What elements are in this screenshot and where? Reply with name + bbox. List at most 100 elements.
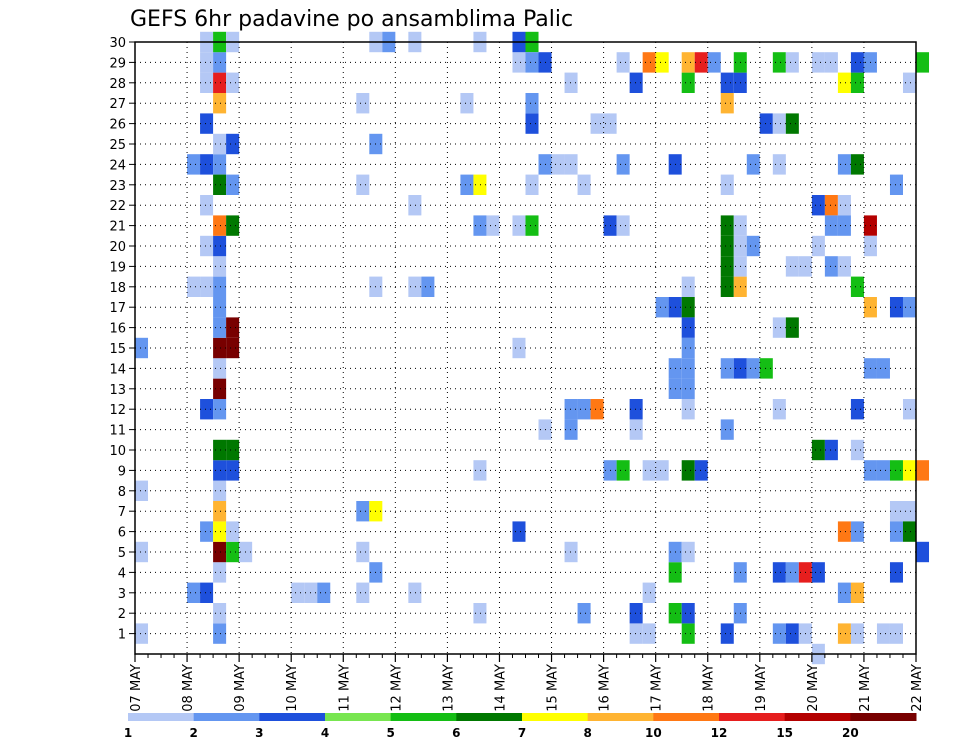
heatmap-cell <box>226 460 240 481</box>
heatmap-cell <box>902 501 916 522</box>
heatmap-cell <box>200 113 214 134</box>
heatmap-cell <box>213 623 227 644</box>
heatmap-cell <box>473 603 487 624</box>
heatmap-cell <box>759 358 773 379</box>
heatmap-cell <box>720 174 734 195</box>
x-tick-label: 16 MAY <box>598 664 613 712</box>
y-tick-label: 2 <box>118 607 126 622</box>
color-legend: 1 2 3 4 5 6 7 8 10 12 15 20 <box>124 713 917 740</box>
heatmap-cell <box>616 52 630 73</box>
heatmap-cell <box>525 113 539 134</box>
heatmap-cell <box>772 113 786 134</box>
x-tick-label: 10 MAY <box>285 664 300 712</box>
heatmap-cell <box>837 582 851 603</box>
heatmap-cell <box>577 603 591 624</box>
heatmap-cell <box>421 276 435 297</box>
heatmap-cell <box>850 623 864 644</box>
heatmap-cell <box>837 195 851 216</box>
heatmap-cell <box>473 174 487 195</box>
heatmap-cell <box>629 419 643 440</box>
heatmap-cell <box>811 562 825 583</box>
y-tick-label: 16 <box>109 322 126 337</box>
x-tick-label: 15 MAY <box>546 664 561 712</box>
y-tick-label: 28 <box>109 77 126 92</box>
heatmap-cell <box>720 358 734 379</box>
heatmap-cell <box>200 521 214 542</box>
heatmap-cell <box>824 439 838 461</box>
y-tick-label: 7 <box>118 505 126 520</box>
y-tick-label: 19 <box>109 260 126 275</box>
heatmap-cell <box>356 541 370 563</box>
heatmap-cell <box>213 235 227 257</box>
heatmap-cell <box>811 439 825 461</box>
y-tick-label: 8 <box>118 485 126 500</box>
heatmap-cell <box>759 113 773 134</box>
heatmap-cell <box>525 215 539 236</box>
x-tick-label: 08 MAY <box>181 664 196 712</box>
y-tick-label: 3 <box>118 587 126 602</box>
heatmap-cell <box>213 541 227 563</box>
heatmap-cell <box>694 52 708 73</box>
heatmap-cell <box>889 521 903 542</box>
heatmap-cell <box>135 337 149 359</box>
y-tick-label: 4 <box>118 566 126 581</box>
legend-label: 12 <box>711 726 728 740</box>
y-tick-label: 6 <box>118 526 126 541</box>
heatmap-cell <box>720 623 734 644</box>
heatmap-cell <box>850 276 864 297</box>
heatmap-cell <box>187 582 201 603</box>
heatmap-cell <box>135 541 149 563</box>
heatmap-cell <box>525 93 539 114</box>
heatmap-cell <box>824 215 838 236</box>
heatmap-cell <box>564 72 578 93</box>
legend-swatch <box>653 713 720 721</box>
heatmap-cell <box>785 256 799 277</box>
x-tick-label: 20 MAY <box>806 664 821 712</box>
heatmap-cell <box>889 623 903 644</box>
heatmap-cell <box>850 399 864 420</box>
heatmap-cell <box>889 460 903 481</box>
heatmap-cell <box>213 358 227 379</box>
heatmap-cell <box>525 174 539 195</box>
heatmap-cell <box>577 174 591 195</box>
y-tick-label: 24 <box>109 158 126 173</box>
x-tick-label: 07 MAY <box>129 664 144 712</box>
heatmap-cell <box>824 256 838 277</box>
heatmap-cell <box>824 52 838 73</box>
heatmap-cell <box>837 215 851 236</box>
heatmap-cell <box>850 521 864 542</box>
legend-swatch <box>193 713 260 721</box>
legend-swatch <box>522 713 589 721</box>
heatmap-cell <box>200 52 214 73</box>
heatmap-cell <box>772 317 786 338</box>
heatmap-cell <box>876 623 890 644</box>
y-tick-label: 9 <box>118 464 126 479</box>
heatmap-cell <box>226 72 240 93</box>
heatmap-cell <box>889 501 903 522</box>
legend-swatch <box>587 713 654 721</box>
heatmap-cell <box>473 215 487 236</box>
x-axis: 07 MAY 08 MAY 09 MAY 10 MAY 11 MAY 12 MAY 13 M… <box>129 654 925 712</box>
heatmap-cell <box>135 623 149 644</box>
heatmap-cell <box>473 460 487 481</box>
heatmap-cell <box>785 317 799 338</box>
heatmap-cell <box>213 133 227 155</box>
heatmap-cell <box>512 52 526 73</box>
legend-label: 10 <box>645 726 662 740</box>
heatmap-cell <box>681 378 695 399</box>
heatmap-cell <box>629 72 643 93</box>
heatmap-cell <box>916 541 930 563</box>
heatmap-cell <box>681 541 695 563</box>
legend-label: 5 <box>386 726 394 740</box>
x-tick-label: 09 MAY <box>233 664 248 712</box>
heatmap-cell <box>902 399 916 420</box>
y-tick-label: 15 <box>109 342 126 357</box>
legend-swatch <box>784 713 851 721</box>
heatmap-cell <box>681 317 695 338</box>
heatmap-cell <box>837 521 851 542</box>
heatmap-cell <box>226 317 240 338</box>
heatmap-cell <box>720 256 734 277</box>
heatmap-cell <box>616 460 630 481</box>
heatmap-cell <box>577 399 591 420</box>
y-tick-label: 1 <box>118 628 126 643</box>
